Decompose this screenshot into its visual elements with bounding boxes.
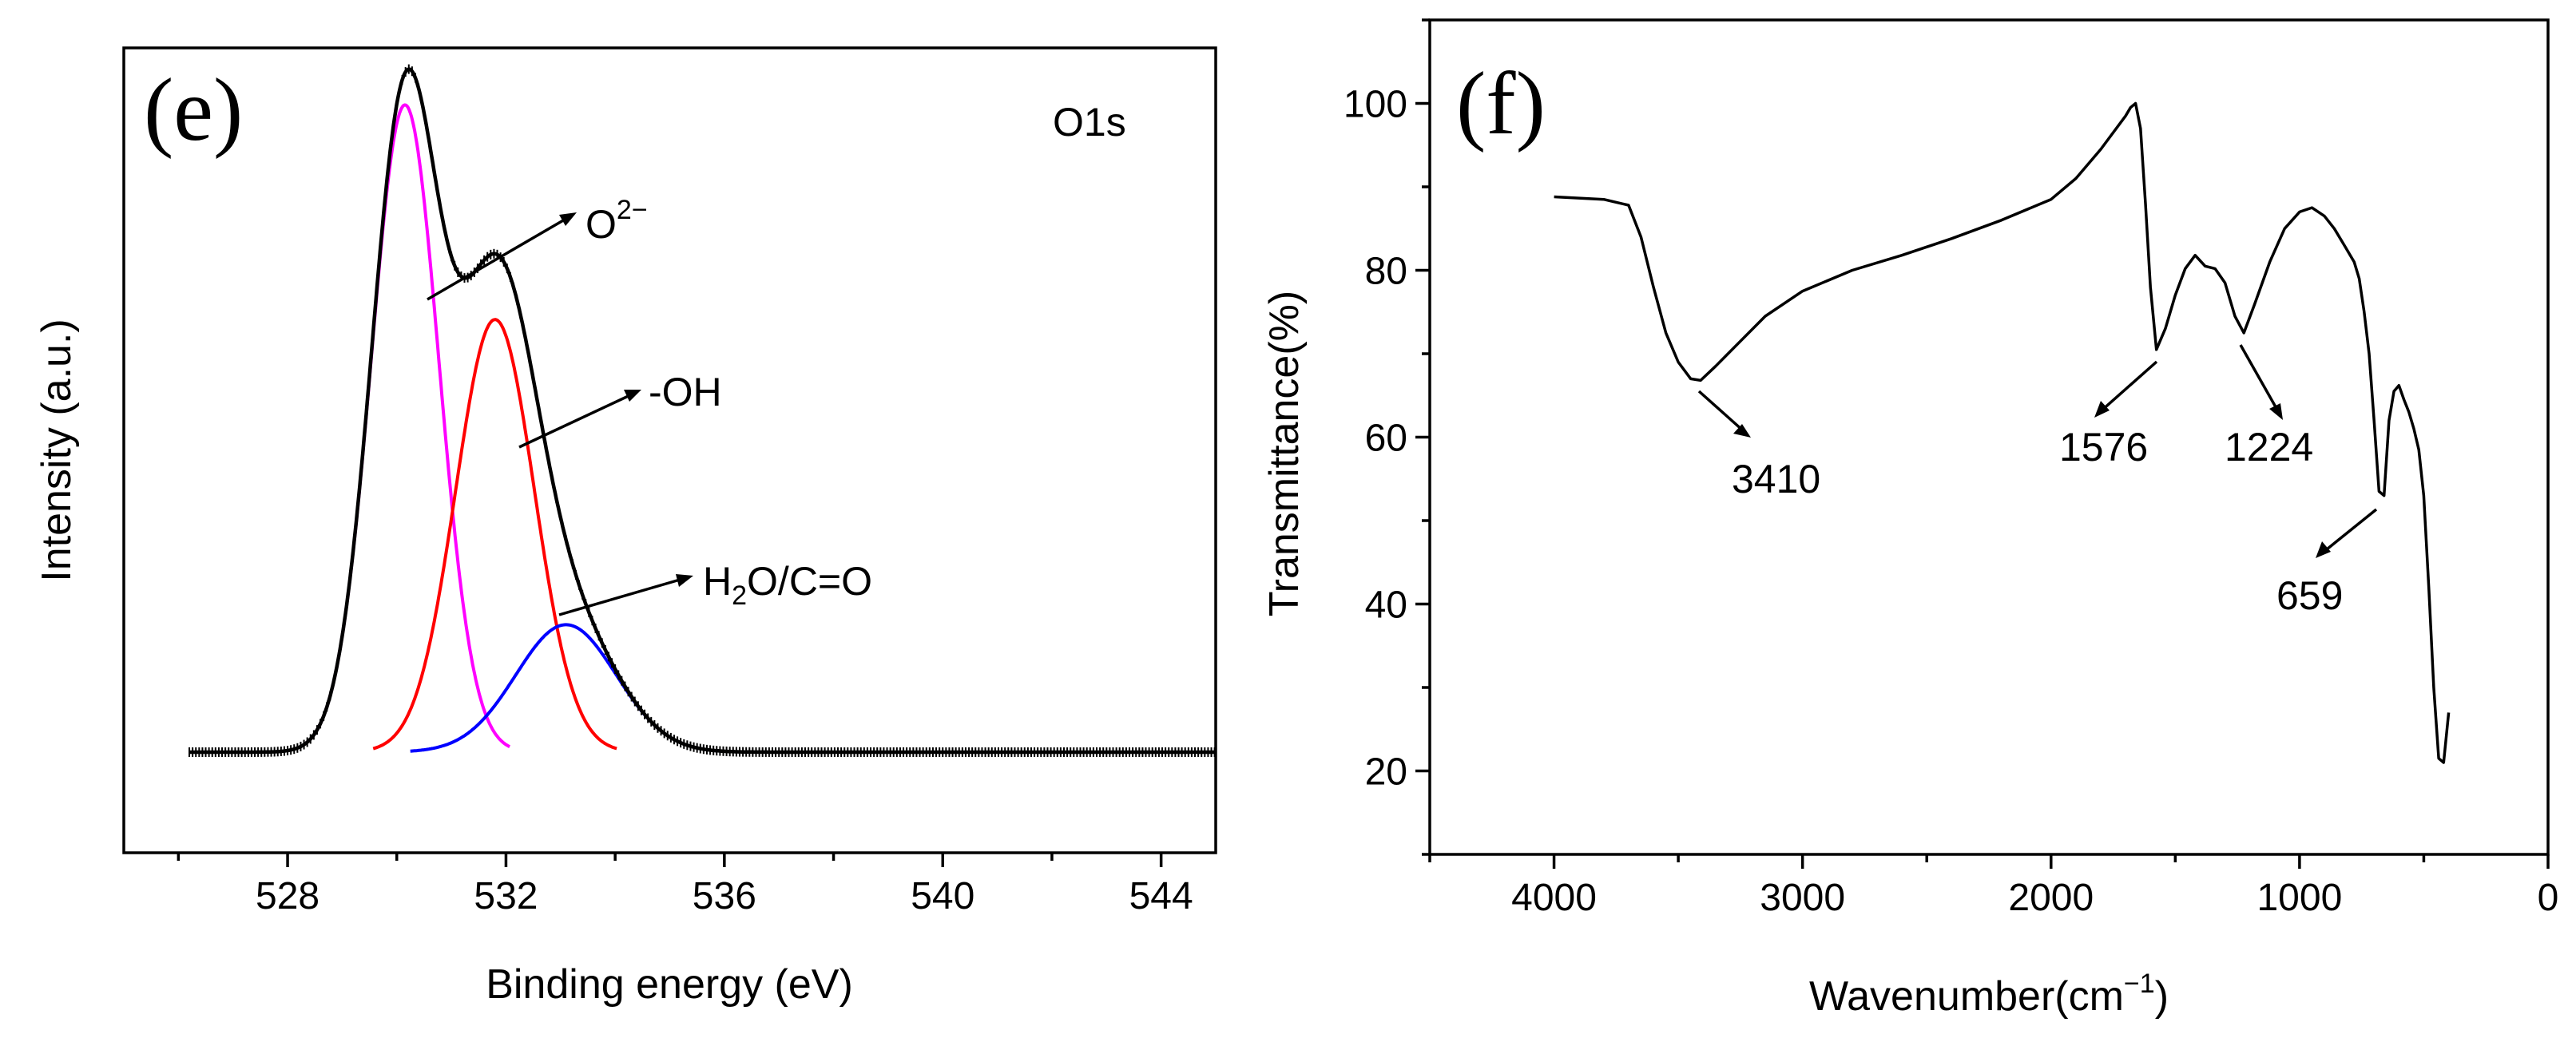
arrowhead-659 xyxy=(2316,541,2331,558)
annotation-3410: 3410 xyxy=(1732,457,1820,501)
x-axis-label-f: Wavenumber(cm−1) xyxy=(1809,969,2169,1020)
arrow-oh xyxy=(518,392,634,449)
y-axis-label-e: Intensity (a.u.) xyxy=(34,319,80,581)
envelope-markers xyxy=(189,64,1216,757)
y-axis-label-f: Transmittance(%) xyxy=(1261,291,1308,616)
y-tick-label-f: 80 xyxy=(1365,251,1407,293)
x-tick-label-f: 2000 xyxy=(2008,877,2094,919)
y-tick-label-f: 40 xyxy=(1365,584,1407,627)
annotation-659: 659 xyxy=(2276,573,2343,618)
x-tick-label-e: 544 xyxy=(1129,875,1193,917)
x-tick-label-f: 4000 xyxy=(1511,877,1597,919)
y-tick-label-f: 100 xyxy=(1344,84,1407,126)
arrowhead-h2o xyxy=(676,574,693,587)
x-tick-label-e: 536 xyxy=(693,875,756,917)
panel-label-e: (e) xyxy=(144,61,243,160)
x-tick-label-e: 532 xyxy=(474,875,538,917)
x-tick-label-f: 1000 xyxy=(2256,877,2342,919)
arrow-3410 xyxy=(1697,390,1745,433)
h2o-co-component-curve xyxy=(410,623,722,753)
panel-label-f: (f) xyxy=(1456,54,1546,153)
xps-o1s-chart: 528 532 536 540 544 (e) O1s Binding energy (… xyxy=(34,46,1217,1008)
arrowhead-1576 xyxy=(2094,401,2110,418)
x-tick-label-e: 528 xyxy=(256,875,320,917)
x-tick-label-e: 540 xyxy=(911,875,974,917)
annotation-1576: 1576 xyxy=(2059,425,2148,469)
y-tick-label-f: 60 xyxy=(1365,418,1407,460)
plot-frame-e xyxy=(122,46,1217,854)
annotation-o2: O2− xyxy=(585,195,648,247)
arrowhead-oh xyxy=(624,390,641,402)
x-tick-label-f: 3000 xyxy=(1760,877,1845,919)
annotation-1224: 1224 xyxy=(2225,425,2313,469)
arrow-o2 xyxy=(427,216,570,301)
x-tick-label-f: 0 xyxy=(2538,877,2559,919)
arrowhead-3410 xyxy=(1733,424,1751,438)
x-axis-label-e: Binding energy (eV) xyxy=(486,961,853,1008)
plot-frame-f xyxy=(1428,18,2550,856)
oh-component-curve xyxy=(372,318,617,751)
arrow-1224 xyxy=(2239,344,2280,412)
arrowhead-1224 xyxy=(2269,403,2283,420)
ftir-chart: 4000 3000 2000 1000 0 20 40 60 80 100 (f) Wavenum… xyxy=(1261,18,2559,1020)
y-tick-label-f: 20 xyxy=(1365,751,1407,794)
annotation-h2o-co: H2O/C=O xyxy=(703,559,872,611)
chart-title-o1s: O1s xyxy=(1053,100,1126,145)
o2-component-curve xyxy=(299,103,510,749)
arrow-h2o xyxy=(558,576,686,616)
ftir-spectrum-line xyxy=(1554,101,2451,764)
annotation-oh: -OH xyxy=(649,370,722,414)
arrowhead-o2 xyxy=(559,212,577,226)
arrow-1576 xyxy=(2099,360,2158,413)
arrow-659 xyxy=(2321,508,2378,554)
